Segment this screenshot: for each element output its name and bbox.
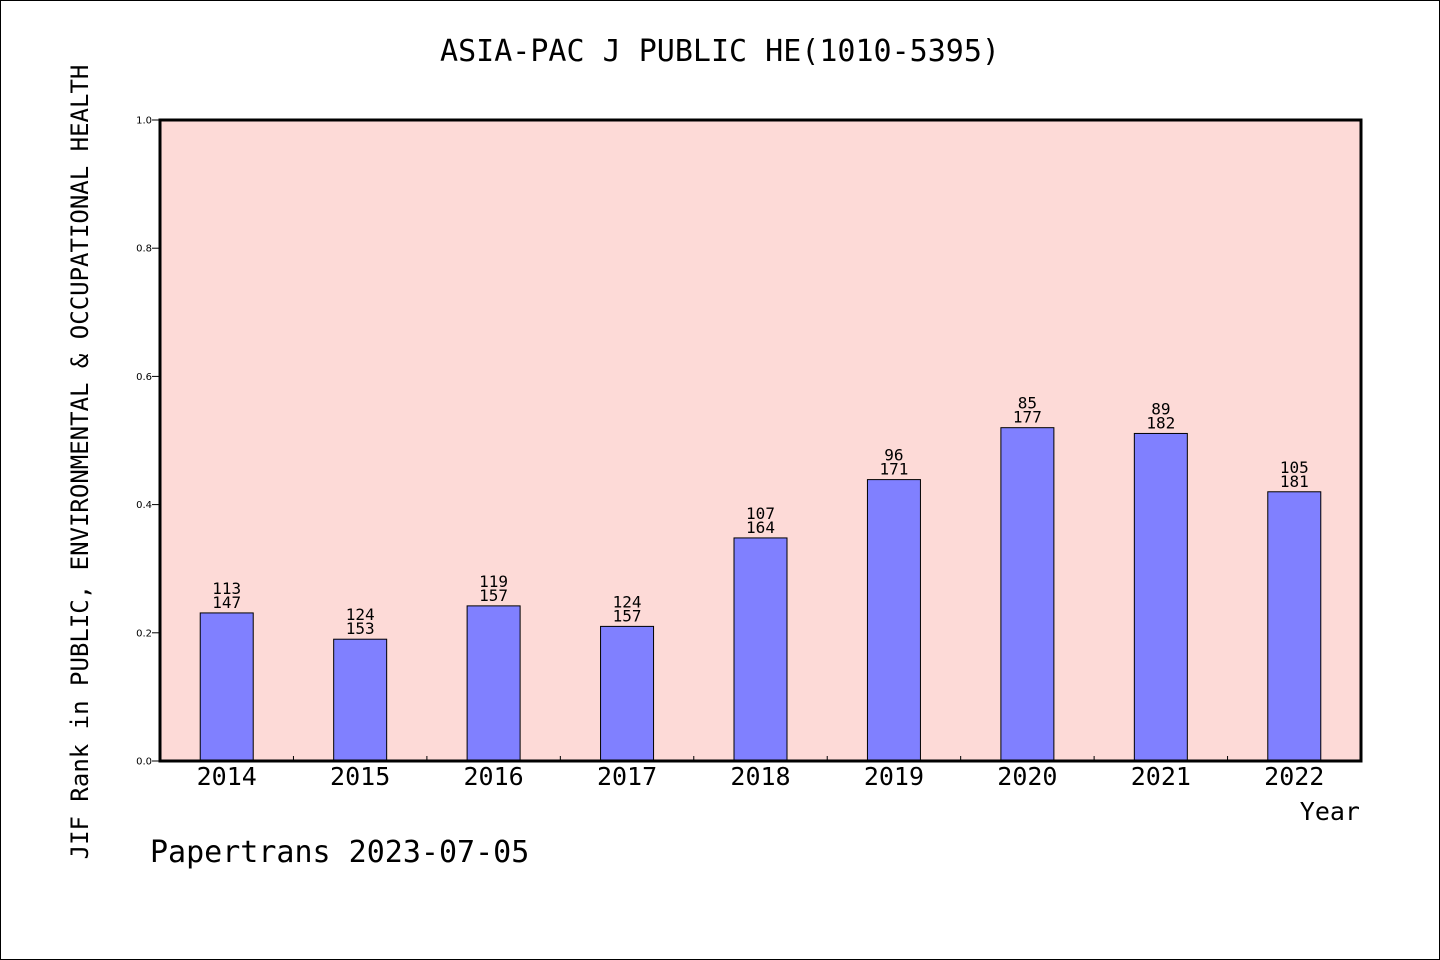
bar-total-label: 147 [212,593,241,612]
bar-total-label: 177 [1013,408,1042,427]
bar-total-label: 157 [613,606,642,625]
y-tick-label: 0.4 [136,500,152,511]
bar-rank-label: 89 [1151,399,1170,418]
x-tick-label: 2017 [597,762,657,791]
bar-rank-label: 119 [479,572,508,591]
y-axis: 0.0 0.2 0.4 0.6 0.8 1.0 [136,116,160,768]
bar-2017 [600,625,655,762]
x-tick-label: 2016 [464,762,524,791]
bar-total-label: 164 [746,518,775,537]
bar-rank-label: 96 [884,446,903,465]
bar-rank-label: 113 [212,579,241,598]
bar-rank-label: 105 [1280,458,1309,477]
x-tick-label: 2014 [197,762,257,791]
bar-rank-label: 124 [613,592,642,611]
bar-rank-label: 124 [346,605,375,624]
plot-border [158,118,1363,763]
x-tick-label: 2018 [730,762,790,791]
bar-2016 [466,605,521,762]
y-tick-label: 0.2 [136,628,152,639]
bar-rank-label: 85 [1018,394,1037,413]
bar-total-label: 181 [1280,472,1309,491]
bar-total-label: 157 [479,586,508,605]
x-tick-label: 2021 [1131,762,1191,791]
bar-total-label: 171 [879,460,908,479]
y-tick-label: 0.0 [136,757,152,768]
x-axis-label: Year [1299,797,1360,826]
bar-2020 [1000,427,1055,762]
chart-title: ASIA-PAC J PUBLIC HE(1010-5395) [440,34,1000,69]
bar-2022 [1267,491,1322,762]
y-tick-label: 1.0 [136,116,152,127]
bar-2015 [333,638,388,762]
bar-total-label: 182 [1146,413,1175,432]
x-tick-label: 2015 [330,762,390,791]
bar-2019 [866,479,921,762]
bar-2021 [1133,432,1188,762]
bar-total-label: 153 [346,619,375,638]
bar-2018 [733,537,788,762]
bar-rank-label: 107 [746,504,775,523]
x-tick-label: 2019 [864,762,924,791]
y-tick-label: 0.6 [136,372,152,383]
footer-credit: Papertrans 2023-07-05 [150,835,530,870]
bar-2014 [199,612,254,762]
x-tick-label: 2022 [1264,762,1324,791]
x-axis: 2014 2015 2016 2017 2018 2019 2020 2021 2022 [197,756,1324,791]
x-tick-label: 2020 [997,762,1057,791]
y-tick-label: 0.8 [136,244,152,255]
